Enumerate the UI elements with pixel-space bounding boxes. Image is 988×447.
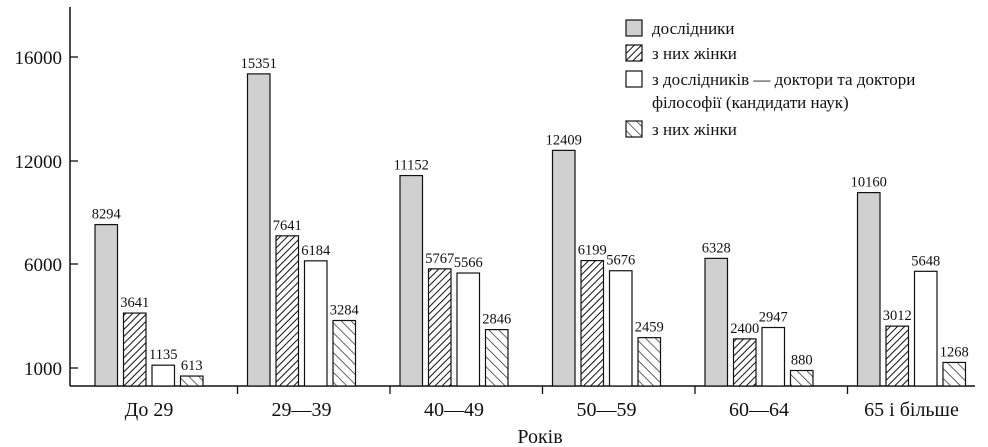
x-axis-title: Років — [517, 426, 562, 447]
data-label: 5767 — [425, 251, 454, 267]
category-label: 65 і більше — [864, 399, 959, 421]
data-label: 7641 — [273, 218, 302, 234]
bar — [942, 361, 967, 387]
data-label: 3012 — [883, 308, 912, 324]
data-label: 6199 — [578, 243, 607, 259]
data-label: 6328 — [702, 240, 731, 256]
data-label: 11152 — [394, 158, 429, 174]
bar — [637, 337, 662, 387]
legend-label: дослідники — [652, 19, 735, 38]
legend: дослідники з них жінки з дослідників — док… — [625, 19, 915, 139]
bar — [427, 268, 452, 387]
bar — [732, 338, 757, 387]
bar — [704, 257, 729, 387]
legend-label: з них жінки — [652, 120, 737, 139]
legend-swatch — [625, 120, 643, 138]
y-tick-label: 6000 — [24, 255, 62, 276]
data-label: 8294 — [92, 207, 122, 223]
category-label: 50—59 — [577, 399, 637, 421]
category-label: 60—64 — [729, 399, 789, 421]
data-label: 6184 — [301, 243, 331, 259]
bar — [275, 235, 300, 387]
y-tick-label: 12000 — [15, 152, 63, 173]
data-label: 5676 — [606, 253, 635, 269]
data-label: 12409 — [546, 132, 582, 148]
bar — [484, 329, 509, 387]
data-label: 613 — [181, 358, 203, 374]
data-label: 10160 — [851, 175, 887, 191]
data-label: 3284 — [330, 302, 360, 318]
bar — [761, 326, 786, 387]
category-label: 29—39 — [272, 399, 332, 421]
bar — [456, 272, 481, 387]
bar — [789, 369, 814, 387]
legend-label: філософії (кандидати наук) — [652, 93, 849, 112]
legend-label: з них жінки — [652, 44, 737, 63]
data-label: 1135 — [149, 347, 177, 363]
bar — [913, 270, 938, 387]
data-label: 3641 — [120, 295, 149, 311]
category-label: До 29 — [125, 399, 174, 421]
data-label: 15351 — [241, 56, 277, 72]
bar — [94, 224, 119, 387]
data-label: 2400 — [730, 321, 759, 337]
bar — [551, 149, 576, 387]
axes: 1000 6000 12000 16000 До 29 29—39 40—49 50—59 60… — [15, 7, 975, 421]
bar — [151, 364, 176, 387]
bars-group — [94, 73, 967, 387]
bar — [303, 260, 328, 387]
legend-swatch — [625, 44, 643, 62]
bar — [246, 73, 271, 387]
legend-swatch — [625, 70, 643, 88]
data-label: 5648 — [911, 253, 940, 269]
legend-swatch — [625, 19, 643, 37]
bar — [332, 319, 357, 387]
bar — [580, 259, 605, 387]
bar — [122, 312, 147, 387]
y-tick-label: 16000 — [15, 48, 63, 69]
data-label: 5566 — [454, 255, 483, 271]
bar — [608, 270, 633, 387]
bar — [885, 325, 910, 387]
bar — [856, 191, 881, 387]
data-label: 2459 — [635, 320, 664, 336]
data-label: 2846 — [482, 312, 511, 328]
bar — [399, 174, 424, 387]
category-label: 40—49 — [424, 399, 484, 421]
data-label: 2947 — [759, 310, 788, 326]
bar — [179, 375, 204, 387]
y-tick-label: 1000 — [24, 359, 62, 380]
legend-label: з дослідників — доктори та доктори — [652, 70, 915, 89]
data-label: 1268 — [940, 344, 969, 360]
data-label: 880 — [791, 352, 813, 368]
